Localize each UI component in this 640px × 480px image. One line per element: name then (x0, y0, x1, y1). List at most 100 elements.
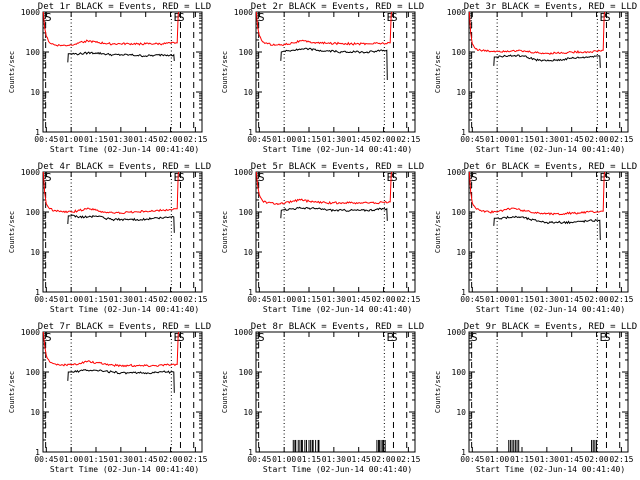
plot-frame (42, 171, 203, 293)
plot-frame (42, 11, 203, 133)
plot-frame (468, 331, 629, 453)
x-tick-label: 01:15 (84, 135, 108, 144)
marker-label: S (178, 11, 185, 24)
x-tick-label: 01:00 (59, 295, 83, 304)
x-tick-label: 02:00 (584, 455, 608, 464)
y-tick-label: 100 (239, 208, 254, 217)
plot-frame (468, 11, 629, 133)
lld-series (255, 11, 393, 46)
x-tick-label: 01:45 (347, 295, 371, 304)
x-tick-label: 00:45 (247, 135, 271, 144)
y-axis-label: Counts/sec (8, 211, 16, 253)
y-tick-label: 10 (30, 248, 40, 257)
x-tick-label: 01:45 (134, 455, 158, 464)
y-tick-label: 1000 (234, 328, 253, 337)
events-series (280, 206, 388, 221)
x-tick-label: 01:00 (485, 295, 509, 304)
y-tick-label: 100 (26, 208, 41, 217)
x-tick-label: 02:15 (396, 295, 420, 304)
x-tick-label: 02:15 (609, 455, 633, 464)
x-tick-label: 00:45 (247, 455, 271, 464)
plot-frame (42, 331, 203, 453)
marker-label: S (471, 331, 478, 344)
x-tick-label: 01:45 (347, 135, 371, 144)
x-tick-label: 02:15 (183, 455, 207, 464)
events-series (67, 51, 175, 63)
y-tick-label: 100 (452, 48, 467, 57)
panel-det-4: Det 4r BLACK = Events, RED = LLD 1 10 100 10… (8, 162, 211, 314)
y-tick-label: 1000 (234, 168, 253, 177)
y-tick-label: 1000 (21, 328, 40, 337)
marker-label: E (174, 11, 181, 24)
panel-title: Det 6r BLACK = Events, RED = LLD (464, 162, 637, 172)
x-tick-label: 00:45 (247, 295, 271, 304)
panel-det-2: Det 2r BLACK = Events, RED = LLD 1 10 100 10… (221, 2, 424, 154)
x-tick-label: 01:45 (347, 455, 371, 464)
lld-series (42, 11, 180, 47)
x-tick-label: 02:00 (584, 135, 608, 144)
events-series (67, 214, 175, 233)
x-tick-label: 00:45 (460, 135, 484, 144)
x-tick-label: 01:15 (84, 455, 108, 464)
y-tick-label: 1 (248, 448, 253, 457)
x-tick-label: 01:45 (134, 135, 158, 144)
y-tick-label: 1000 (447, 328, 466, 337)
y-tick-label: 100 (239, 368, 254, 377)
x-tick-label: 01:30 (535, 295, 559, 304)
x-axis-label: Start Time (02-Jun-14 00:41:40) (50, 145, 199, 154)
panel-det-9: Det 9r BLACK = Events, RED = LLD 1 10 100 10… (434, 322, 637, 474)
panel-det-8: Det 8r BLACK = Events, RED = LLD 1 10 100 10… (221, 322, 424, 474)
x-tick-label: 01:30 (109, 135, 133, 144)
x-tick-label: 00:45 (34, 455, 58, 464)
x-tick-label: 00:45 (34, 295, 58, 304)
marker-label: S (391, 171, 398, 184)
lld-series (468, 171, 606, 216)
x-tick-label: 01:00 (272, 295, 296, 304)
marker-label: E (600, 331, 607, 344)
y-axis-label: Counts/sec (8, 51, 16, 93)
x-tick-label: 01:30 (535, 135, 559, 144)
y-tick-label: 1000 (447, 8, 466, 17)
x-tick-label: 02:00 (158, 295, 182, 304)
y-tick-label: 10 (30, 88, 40, 97)
x-axis-label: Start Time (02-Jun-14 00:41:40) (50, 465, 199, 474)
x-tick-label: 01:00 (272, 135, 296, 144)
x-axis-label: Start Time (02-Jun-14 00:41:40) (476, 305, 625, 314)
marker-label: S (45, 171, 52, 184)
y-tick-label: 1000 (234, 8, 253, 17)
x-axis-label: Start Time (02-Jun-14 00:41:40) (476, 465, 625, 474)
x-axis-label: Start Time (02-Jun-14 00:41:40) (476, 145, 625, 154)
y-tick-label: 1 (461, 128, 466, 137)
y-tick-label: 100 (26, 48, 41, 57)
marker-label: E (600, 11, 607, 24)
x-tick-label: 02:00 (371, 135, 395, 144)
x-tick-label: 01:15 (297, 455, 321, 464)
y-tick-label: 100 (452, 368, 467, 377)
marker-label: S (391, 11, 398, 24)
plot-frame (255, 11, 416, 133)
events-series (67, 369, 175, 393)
marker-label: S (258, 171, 265, 184)
x-tick-label: 01:30 (109, 295, 133, 304)
y-axis-label: Counts/sec (434, 211, 442, 253)
x-tick-label: 01:45 (134, 295, 158, 304)
x-tick-label: 00:45 (460, 455, 484, 464)
lld-series (42, 331, 180, 368)
x-axis-label: Start Time (02-Jun-14 00:41:40) (263, 145, 412, 154)
x-tick-label: 01:15 (84, 295, 108, 304)
x-tick-label: 01:00 (59, 135, 83, 144)
panel-det-1: Det 1r BLACK = Events, RED = LLD 1 10 100 10… (8, 2, 211, 154)
y-tick-label: 10 (456, 248, 466, 257)
x-tick-label: 01:45 (560, 455, 584, 464)
marker-label: E (174, 331, 181, 344)
y-tick-label: 10 (456, 408, 466, 417)
marker-label: S (258, 11, 265, 24)
panel-det-7: Det 7r BLACK = Events, RED = LLD 1 10 100 10… (8, 322, 211, 474)
x-tick-label: 02:00 (371, 295, 395, 304)
y-tick-label: 1000 (21, 168, 40, 177)
marker-label: S (45, 331, 52, 344)
panel-title: Det 4r BLACK = Events, RED = LLD (38, 162, 211, 172)
marker-label: S (604, 171, 611, 184)
plot-frame (468, 171, 629, 293)
marker-label: E (387, 11, 394, 24)
